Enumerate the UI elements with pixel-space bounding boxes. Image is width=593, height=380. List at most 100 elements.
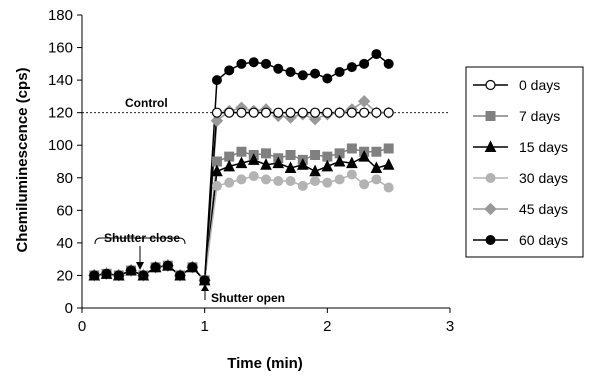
data-point-60-days [248,57,259,68]
y-tick-label: 140 [48,72,73,89]
series-line-0-days [94,111,389,283]
data-point-60-days [346,62,357,73]
shutter-close-arrowhead [136,262,144,270]
data-point-0-days [334,107,345,118]
y-axis-title: Chemiluminescence (cps) [14,67,31,252]
data-point-15-days [211,164,223,177]
data-point-7-days [261,148,271,159]
data-point-30-days [261,174,271,185]
data-point-30-days [297,180,308,191]
data-point-60-days [175,270,186,281]
data-point-60-days [261,58,271,69]
legend-label-30-days: 30 days [519,170,568,186]
data-point-60-days [383,58,394,69]
legend: 0 days 7 days 15 days 30 days 45 days 60 days [465,66,584,258]
control-label: Control [125,96,168,110]
data-point-7-days [383,143,394,154]
legend-label-7-days: 7 days [519,108,560,124]
data-point-0-days [297,107,308,118]
data-point-15-days [382,158,395,170]
data-point-45-days [357,95,371,108]
data-point-45-days [210,114,224,128]
annotation-shutter-close: Shutter close [104,231,180,245]
data-point-15-days [235,156,248,169]
data-point-0-days [346,107,357,118]
data-point-30-days [285,176,296,187]
data-point-60-days [322,73,333,84]
legend-label-60-days: 60 days [519,232,568,248]
x-tick-label: 2 [323,318,331,335]
data-point-30-days [383,182,394,193]
data-point-60-days [334,66,345,77]
data-point-7-days [236,146,247,157]
data-point-7-days [285,149,296,160]
data-point-30-days [273,176,284,187]
data-point-60-days [211,75,222,86]
data-point-60-days [285,66,296,77]
data-point-30-days [359,179,370,190]
data-point-15-days [223,159,236,172]
legend-marker-60-days [485,235,496,245]
data-point-60-days [138,270,149,281]
annotation-shutter-open: Shutter open [211,291,285,305]
y-tick-label: 100 [48,137,73,154]
data-point-0-days [359,107,370,118]
data-point-30-days [371,174,382,185]
legend-marker-0-days [485,79,496,91]
data-point-60-days [101,268,112,279]
data-point-30-days [310,176,321,187]
legend-label-0-days: 0 days [519,77,560,93]
data-point-60-days [236,58,247,69]
shutter-open-arrowhead [201,284,209,291]
shutter-close-brace [94,237,186,245]
y-tick-label: 40 [56,235,73,252]
x-axis-title: Time (min) [227,355,303,372]
data-point-15-days [247,153,260,165]
data-point-30-days [224,177,235,188]
legend-label-45-days: 45 days [519,201,568,217]
data-point-0-days [383,107,394,118]
data-point-30-days [346,169,357,180]
data-point-7-days [310,149,321,160]
data-point-0-days [371,107,382,118]
axes: 0 20 40 60 80 100 120 140 160 180 0 1 2 3 [48,7,454,335]
data-point-0-days [322,107,333,118]
y-tick-label: 160 [48,40,73,57]
y-tick-label: 180 [48,7,73,24]
legend-label-15-days: 15 days [519,139,568,155]
data-point-15-days [333,154,346,167]
data-point-15-days [321,159,334,172]
data-point-0-days [248,107,259,118]
data-point-0-days [260,107,272,118]
data-point-0-days [285,107,296,118]
data-point-15-days [370,161,383,174]
data-point-7-days [371,146,382,157]
data-point-0-days [309,107,321,118]
data-point-15-days [284,161,297,174]
data-point-30-days [211,180,222,191]
x-tick-label: 3 [446,318,454,335]
data-point-30-days [322,177,333,188]
data-point-30-days [248,171,259,182]
data-point-60-days [89,270,100,281]
legend-marker-45-days [484,202,497,216]
data-point-15-days [260,158,272,170]
y-tick-label: 60 [56,202,73,219]
data-point-15-days [272,156,285,169]
data-point-60-days [162,260,173,271]
data-point-0-days [224,107,235,118]
legend-marker-15-days [484,140,497,152]
data-point-0-days [236,107,247,118]
data-point-15-days [346,156,358,169]
data-point-60-days [187,262,198,273]
data-point-15-days [296,158,309,170]
series-line-7-days [94,147,389,283]
legend-box [465,66,584,258]
data-point-60-days [126,265,137,276]
data-point-7-days [346,143,357,154]
legend-marker-30-days [485,173,496,183]
x-tick-label: 1 [200,318,208,335]
data-point-60-days [297,70,308,81]
data-point-15-days [358,149,370,162]
